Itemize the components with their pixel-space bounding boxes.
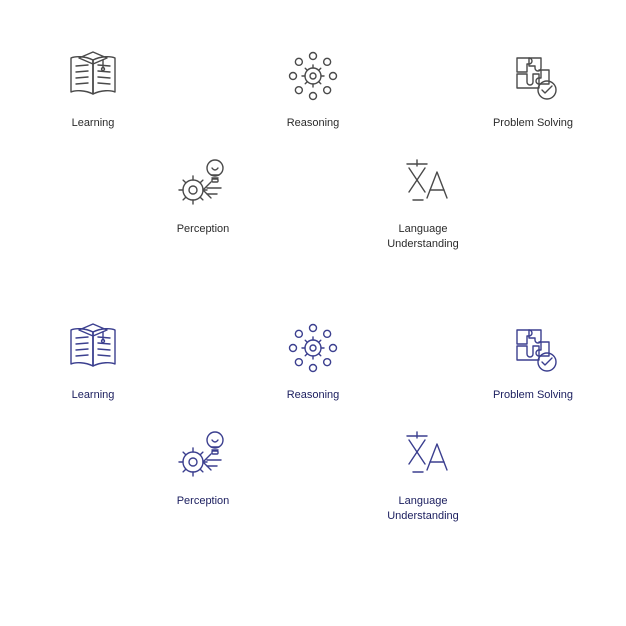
concept-label: Reasoning	[287, 116, 340, 130]
book-cap-icon	[61, 316, 125, 380]
icon-row: Perception Language Understanding	[0, 150, 626, 251]
concept-language-understanding: Language Understanding	[358, 150, 488, 251]
gear-nodes-icon	[281, 316, 345, 380]
puzzle-check-icon	[501, 44, 565, 108]
gear-bulb-icon	[171, 150, 235, 214]
concept-reasoning: Reasoning	[248, 44, 378, 130]
concept-language-understanding: Language Understanding	[358, 422, 488, 523]
concept-label: Reasoning	[287, 388, 340, 402]
concept-label: Perception	[177, 222, 230, 236]
icon-set-1: Learning Reasoning Problem Solving Percepti…	[0, 44, 626, 271]
language-icon	[391, 150, 455, 214]
concept-perception: Perception	[138, 422, 268, 523]
icon-row: Learning Reasoning Problem Solving	[0, 44, 626, 130]
gear-nodes-icon	[281, 44, 345, 108]
concept-perception: Perception	[138, 150, 268, 251]
concept-label: Language Understanding	[387, 222, 459, 251]
concept-learning: Learning	[28, 44, 158, 130]
icon-row: Learning Reasoning Problem Solving	[0, 316, 626, 402]
gear-bulb-icon	[171, 422, 235, 486]
concept-learning: Learning	[28, 316, 158, 402]
concept-problem-solving: Problem Solving	[468, 316, 598, 402]
puzzle-check-icon	[501, 316, 565, 380]
concept-problem-solving: Problem Solving	[468, 44, 598, 130]
language-icon	[391, 422, 455, 486]
icon-row: Perception Language Understanding	[0, 422, 626, 523]
concept-reasoning: Reasoning	[248, 316, 378, 402]
concept-label: Perception	[177, 494, 230, 508]
concept-label: Problem Solving	[493, 116, 573, 130]
icon-set-2: Learning Reasoning Problem Solving Percepti…	[0, 316, 626, 543]
book-cap-icon	[61, 44, 125, 108]
concept-label: Learning	[72, 388, 115, 402]
concept-label: Language Understanding	[387, 494, 459, 523]
concept-label: Problem Solving	[493, 388, 573, 402]
concept-label: Learning	[72, 116, 115, 130]
